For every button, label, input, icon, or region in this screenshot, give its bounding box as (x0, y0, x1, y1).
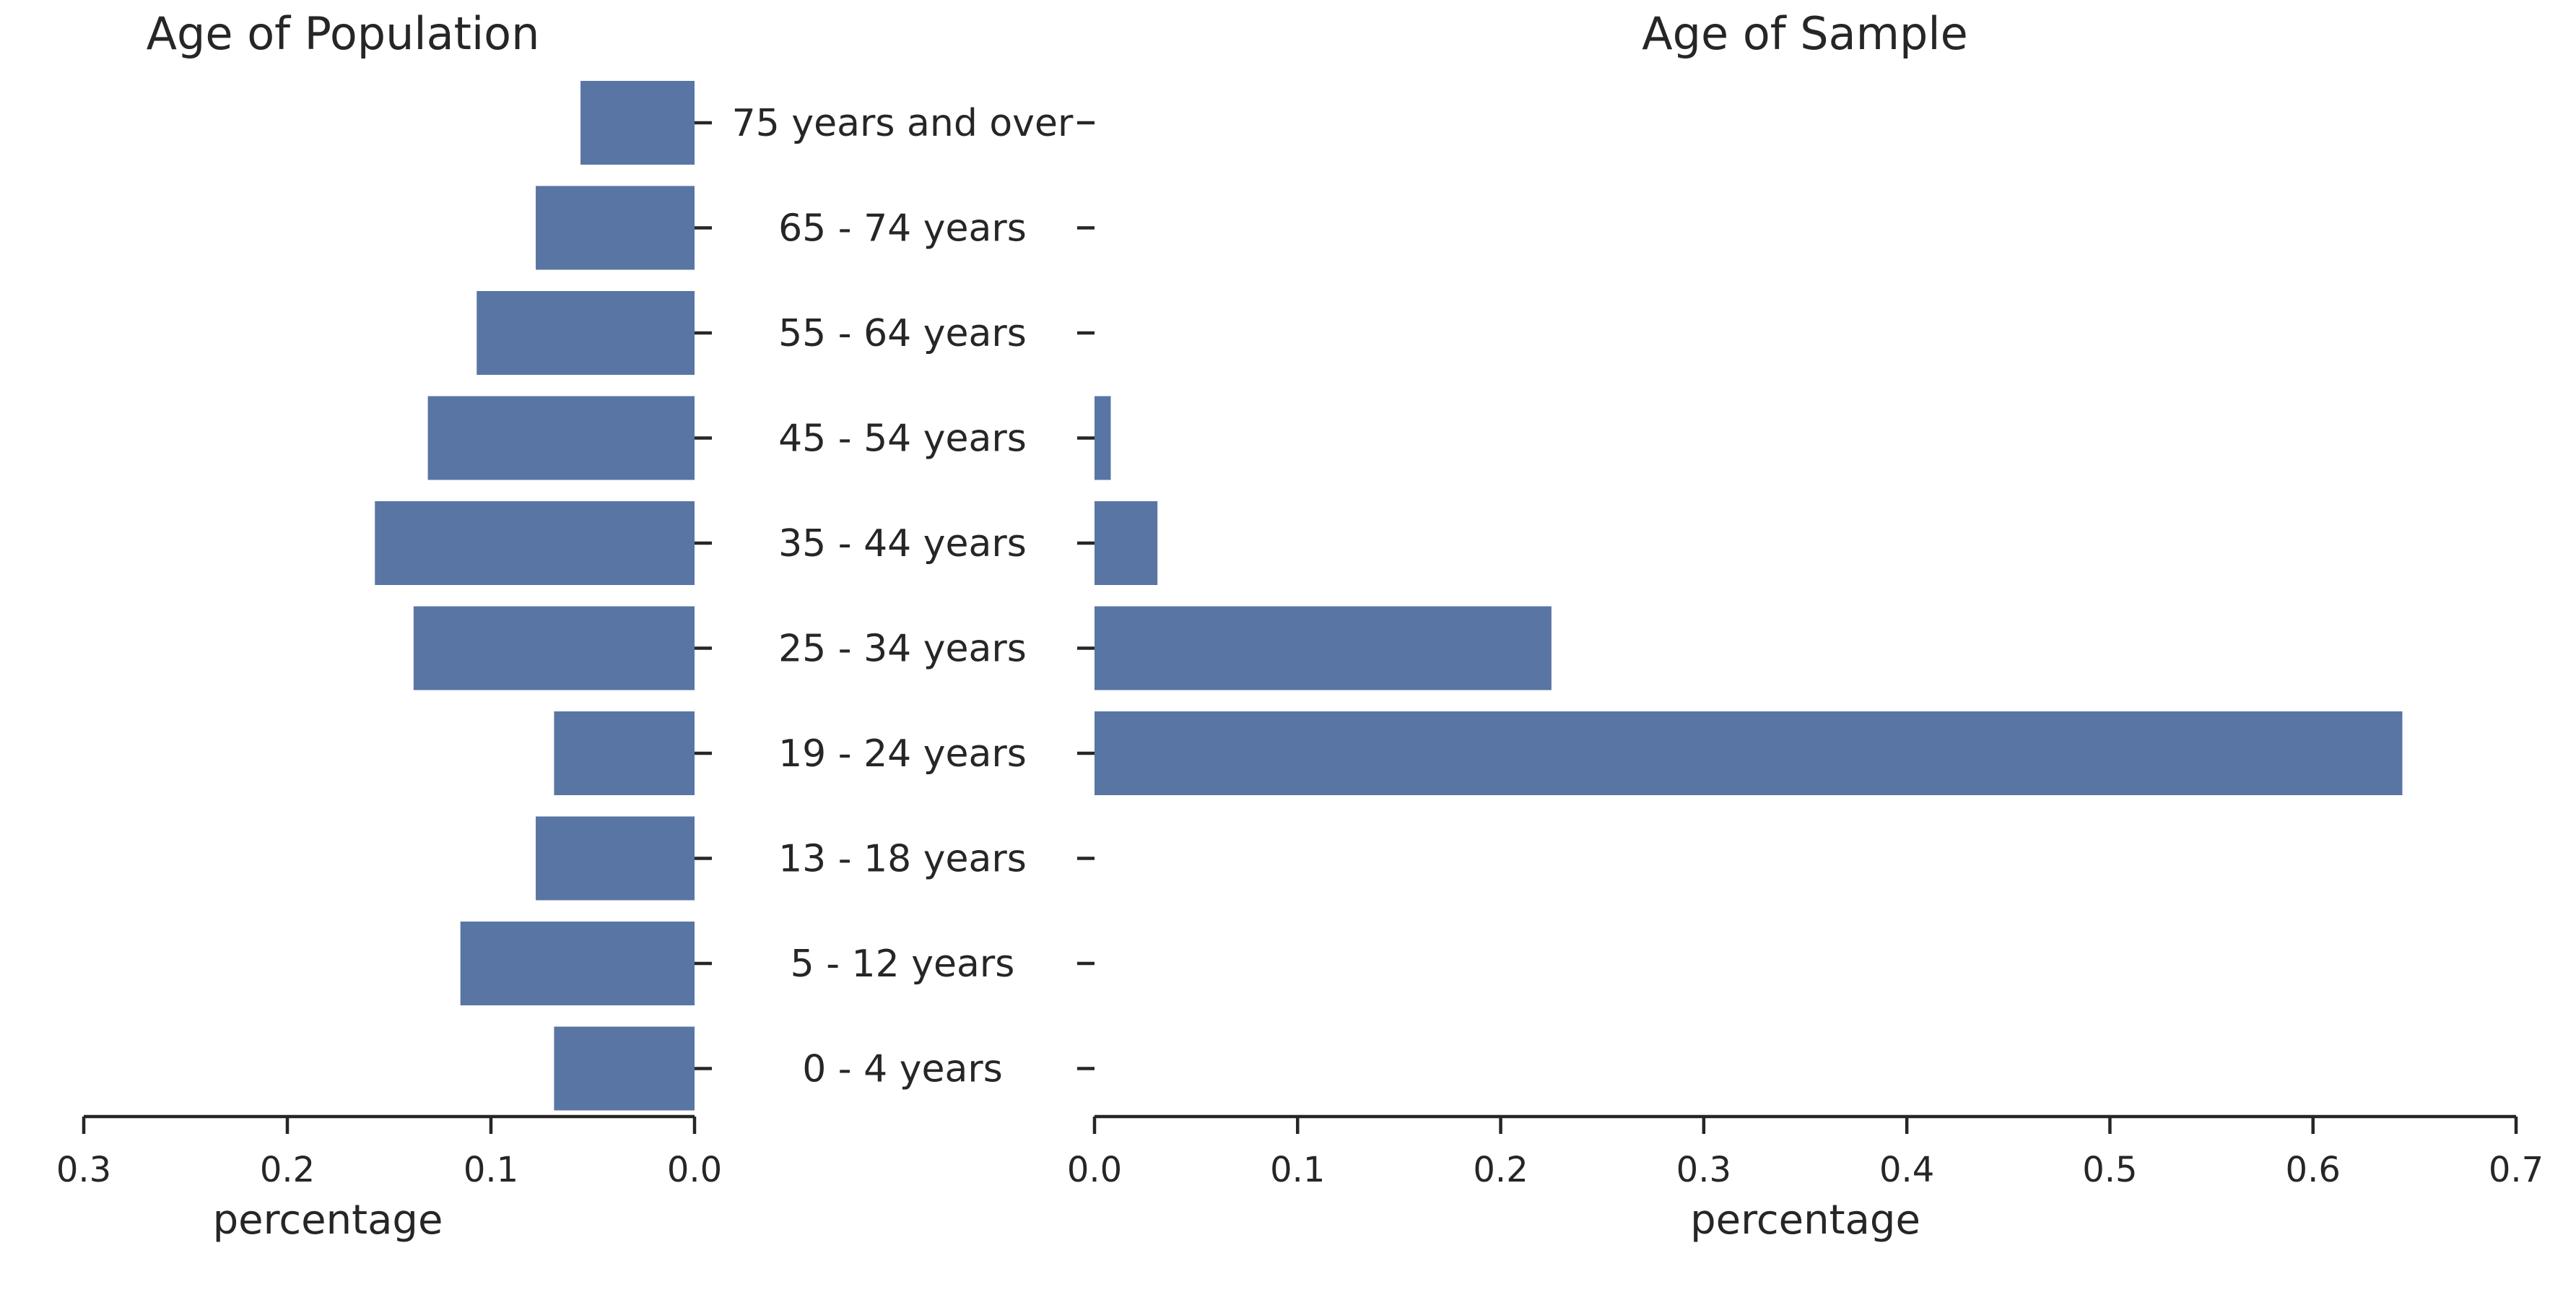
category-label-7: 13 - 18 years (778, 838, 1027, 881)
xtick-label-0-2: 0.1 (464, 1150, 518, 1190)
xtick-label-1-0: 0.0 (1067, 1150, 1122, 1190)
bar-1-4 (1095, 501, 1158, 585)
xtick-label-0-1: 0.2 (260, 1150, 315, 1190)
xtick-label-1-1: 0.1 (1270, 1150, 1325, 1190)
xtick-label-0-0: 0.3 (56, 1150, 111, 1190)
category-label-8: 5 - 12 years (791, 942, 1015, 986)
bar-0-0 (580, 81, 695, 165)
category-label-0: 75 years and over (732, 102, 1074, 145)
bar-1-3 (1095, 396, 1111, 480)
bar-0-7 (536, 816, 695, 901)
category-label-2: 55 - 64 years (778, 312, 1027, 355)
bar-0-6 (554, 711, 695, 795)
bar-0-4 (375, 501, 695, 585)
bar-1-5 (1095, 606, 1552, 690)
xtick-label-1-5: 0.5 (2082, 1150, 2137, 1190)
bar-0-1 (536, 186, 695, 270)
chart-title-0: Age of Population (147, 7, 540, 60)
xtick-label-0-3: 0.0 (667, 1150, 722, 1190)
xtick-label-1-3: 0.3 (1676, 1150, 1731, 1190)
category-label-6: 19 - 24 years (778, 732, 1027, 776)
category-label-5: 25 - 34 years (778, 628, 1027, 671)
bar-0-5 (413, 606, 695, 690)
x-axis-label-0: percentage (213, 1197, 443, 1244)
bar-0-3 (427, 396, 695, 480)
bar-1-6 (1095, 711, 2403, 795)
xtick-label-1-7: 0.7 (2489, 1150, 2544, 1190)
category-label-1: 65 - 74 years (778, 207, 1027, 251)
xtick-label-1-6: 0.6 (2286, 1150, 2341, 1190)
chart-title-1: Age of Sample (1642, 7, 1968, 60)
x-axis-label-1: percentage (1690, 1197, 1920, 1244)
category-label-3: 45 - 54 years (778, 417, 1027, 461)
bar-0-8 (460, 922, 695, 1005)
category-label-9: 0 - 4 years (802, 1048, 1003, 1091)
xtick-label-1-2: 0.2 (1473, 1150, 1528, 1190)
xtick-label-1-4: 0.4 (1879, 1150, 1934, 1190)
category-label-4: 35 - 44 years (778, 522, 1027, 566)
bar-0-2 (477, 291, 695, 375)
bar-0-9 (554, 1026, 695, 1111)
